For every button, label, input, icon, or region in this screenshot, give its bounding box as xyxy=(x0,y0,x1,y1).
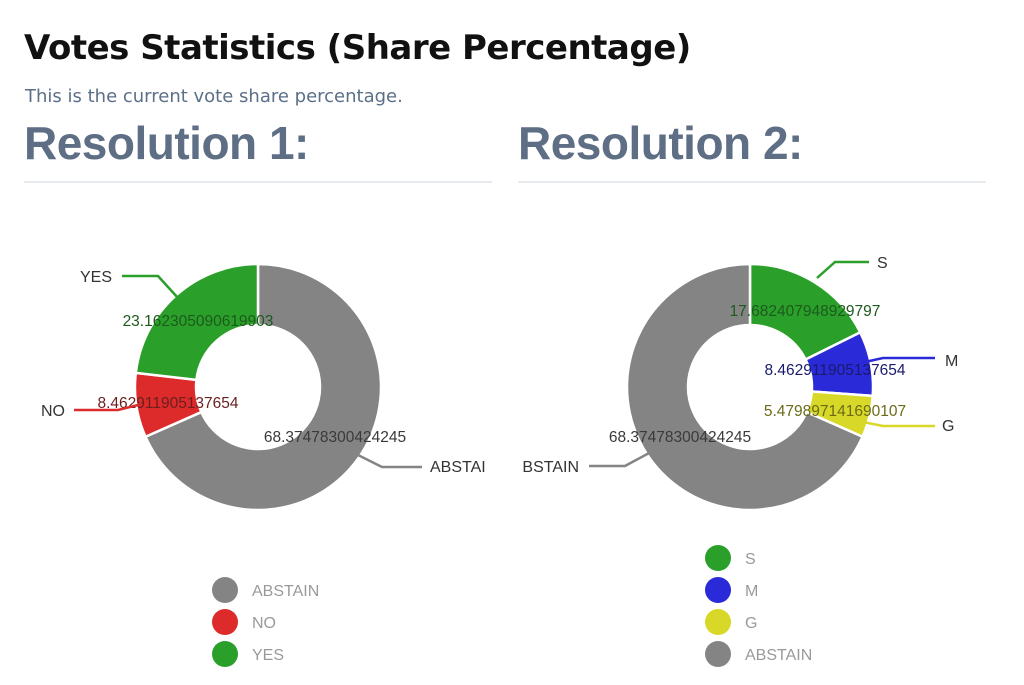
resolution-2-divider xyxy=(518,181,986,183)
chart2-legend-swatch-abstain[interactable] xyxy=(705,641,731,667)
chart2-leader-line-s xyxy=(816,260,869,279)
chart2-legend-swatch-m[interactable] xyxy=(705,577,731,603)
page-title: Votes Statistics (Share Percentage) xyxy=(24,28,691,68)
chart1-legend-swatch-yes[interactable] xyxy=(212,641,238,667)
chart2-leader-line-m xyxy=(864,356,935,364)
chart2-legend-label-s[interactable]: S xyxy=(745,551,756,568)
resolution-2-donut-chart: 17.682407948929797 8.462911905137654 5.479… xyxy=(522,255,958,667)
chart2-value-label-s: 17.682407948929797 xyxy=(730,303,881,320)
chart1-outer-label-no: NO xyxy=(41,403,65,420)
page-subtitle: This is the current vote share percentag… xyxy=(25,86,403,107)
chart2-value-label-m: 8.462911905137654 xyxy=(764,362,905,379)
chart1-legend-label-yes[interactable]: YES xyxy=(252,647,284,664)
chart2-value-label-g: 5.479897141690107 xyxy=(764,403,906,420)
chart1-leader-line-abstain xyxy=(355,452,422,469)
chart2-legend-swatch-s[interactable] xyxy=(705,545,731,571)
chart1-leader-line-no xyxy=(74,402,143,412)
chart2-value-label-abstain: 68.37478300424245 xyxy=(609,429,751,446)
chart2-outer-label-m: M xyxy=(945,353,958,370)
chart1-value-label-abstain: 68.37478300424245 xyxy=(264,429,406,446)
chart2-outer-label-g: G xyxy=(942,418,954,435)
chart2-leader-line-abstain xyxy=(589,450,652,468)
chart2-legend-label-m[interactable]: M xyxy=(745,583,758,600)
chart1-leader-line-yes xyxy=(122,274,179,299)
chart2-outer-label-abstain: BSTAIN xyxy=(522,459,579,476)
resolution-1-donut-chart: 68.37478300424245 8.462911905137654 23.162… xyxy=(41,262,486,667)
chart1-legend-swatch-abstain[interactable] xyxy=(212,577,238,603)
chart2-slice-abstain[interactable] xyxy=(625,262,864,512)
resolution-1-divider xyxy=(24,181,492,183)
chart1-value-label-no: 8.462911905137654 xyxy=(97,395,238,412)
resolution-1-heading: Resolution 1: xyxy=(24,117,309,169)
chart1-slice-abstain[interactable] xyxy=(144,262,383,512)
resolution-2-heading: Resolution 2: xyxy=(518,117,803,169)
chart2-leader-line-g xyxy=(862,420,935,428)
chart1-slice-yes[interactable] xyxy=(134,262,260,382)
chart1-value-label-yes: 23.162305090619903 xyxy=(123,313,274,330)
chart1-legend-label-abstain[interactable]: ABSTAIN xyxy=(252,583,319,600)
chart1-outer-label-yes: YES xyxy=(80,269,112,286)
chart1-legend-label-no[interactable]: NO xyxy=(252,615,276,632)
chart2-legend-label-g[interactable]: G xyxy=(745,615,757,632)
chart1-outer-label-abstain: ABSTAI xyxy=(430,459,486,476)
chart1-legend-swatch-no[interactable] xyxy=(212,609,238,635)
chart2-legend-swatch-g[interactable] xyxy=(705,609,731,635)
chart2-legend-label-abstain[interactable]: ABSTAIN xyxy=(745,647,812,664)
chart2-outer-label-s: S xyxy=(877,255,888,272)
